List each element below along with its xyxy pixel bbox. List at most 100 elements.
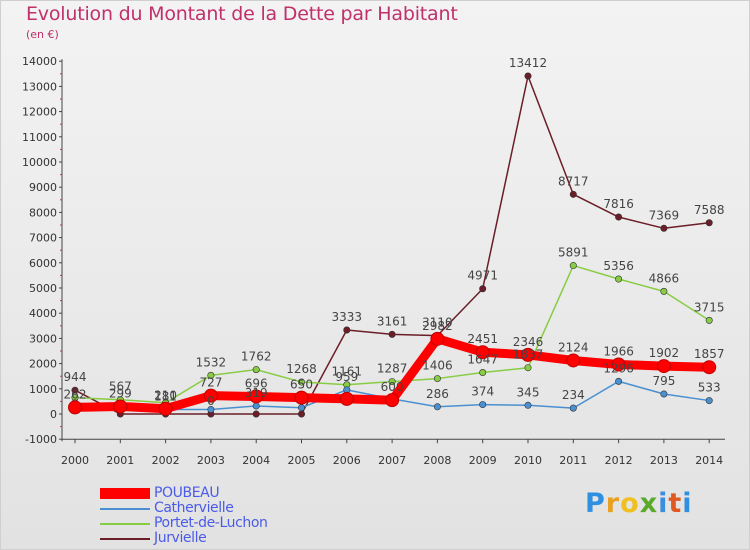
data-point-poubeau <box>656 359 671 374</box>
x-tick-label: 2002 <box>152 454 180 467</box>
data-label-cathervielle: 345 <box>517 385 540 399</box>
data-point-jurvielle <box>569 190 577 198</box>
x-tick-label: 2001 <box>106 454 134 467</box>
data-label-cathervielle: 533 <box>698 381 721 395</box>
data-label-poubeau: 1902 <box>649 346 680 360</box>
data-point-portet-de-luchon <box>479 368 487 376</box>
data-point-cathervielle <box>433 403 441 411</box>
data-label-poubeau: 1857 <box>694 347 725 361</box>
y-tick-label: 4000 <box>29 307 57 320</box>
x-tick-label: 2000 <box>61 454 89 467</box>
data-point-poubeau <box>203 388 218 403</box>
y-tick-label: 1000 <box>29 383 57 396</box>
legend-item-portet-de-luchon: Portet-de-Luchon <box>100 515 360 531</box>
data-label-poubeau: 2346 <box>513 335 544 349</box>
data-label-poubeau: 727 <box>199 376 222 390</box>
data-point-portet-de-luchon <box>524 364 532 372</box>
data-label-portet-de-luchon: 1287 <box>377 362 408 376</box>
data-label-portet-de-luchon: 567 <box>109 380 132 394</box>
data-label-poubeau: 262 <box>64 387 87 401</box>
legend-swatch-poubeau <box>100 488 150 499</box>
y-tick-label: 7000 <box>29 232 57 245</box>
x-tick-label: 2012 <box>605 454 633 467</box>
data-point-jurvielle <box>71 386 79 394</box>
data-label-cathervielle: 319 <box>245 386 268 400</box>
x-tick-label: 2004 <box>242 454 270 467</box>
data-point-jurvielle <box>343 326 351 334</box>
data-point-portet-de-luchon <box>569 262 577 270</box>
data-label-cathervielle: 795 <box>652 374 675 388</box>
data-label-cathervielle: 1296 <box>603 361 634 375</box>
data-point-cathervielle <box>479 401 487 409</box>
data-label-portet-de-luchon: 5356 <box>603 259 634 273</box>
data-point-poubeau <box>521 347 535 362</box>
legend-item-poubeau: POUBEAU <box>100 485 360 501</box>
data-label-jurvielle: 3110 <box>422 316 453 330</box>
x-tick-label: 2010 <box>514 454 542 467</box>
data-label-jurvielle: 7816 <box>603 197 634 211</box>
data-label-jurvielle: 7369 <box>649 208 680 222</box>
legend-item-jurvielle: Jurvielle <box>100 530 360 546</box>
data-point-poubeau <box>249 389 264 404</box>
data-label-cathervielle: 181 <box>154 389 177 403</box>
data-point-poubeau <box>158 401 173 416</box>
data-label-portet-de-luchon: 4866 <box>649 271 680 285</box>
data-point-poubeau <box>475 345 490 360</box>
y-tick-label: 5000 <box>29 282 57 295</box>
y-tick-label: 11000 <box>22 131 57 144</box>
data-point-poubeau <box>68 400 82 415</box>
data-label-cathervielle: 234 <box>562 388 585 402</box>
data-label-jurvielle: 7588 <box>694 203 725 217</box>
data-label-jurvielle: 944 <box>64 370 87 384</box>
x-tick-label: 2007 <box>378 454 406 467</box>
y-tick-label: 3000 <box>29 332 57 345</box>
data-label-jurvielle: 3161 <box>377 314 408 328</box>
y-tick-label: 14000 <box>22 55 57 68</box>
y-tick-label: 9000 <box>29 181 57 194</box>
y-tick-label: 12000 <box>22 106 57 119</box>
chart-legend: POUBEAU Cathervielle Portet-de-Luchon Ju… <box>100 485 360 546</box>
x-tick-label: 2014 <box>695 454 723 467</box>
data-point-jurvielle <box>297 410 305 418</box>
data-label-jurvielle: 4971 <box>467 269 498 283</box>
data-point-portet-de-luchon <box>705 316 713 324</box>
data-point-jurvielle <box>660 224 668 232</box>
x-tick-label: 2008 <box>423 454 451 467</box>
data-point-poubeau <box>113 399 128 414</box>
y-tick-label: 13000 <box>22 80 57 93</box>
legend-item-cathervielle: Cathervielle <box>100 500 360 516</box>
chart-unit-label: (en €) <box>26 28 59 41</box>
y-tick-label: 10000 <box>22 156 57 169</box>
data-point-portet-de-luchon <box>660 287 668 295</box>
data-label-poubeau: 2451 <box>467 332 498 346</box>
data-label-poubeau: 210 <box>154 389 177 403</box>
chart-title: Evolution du Montant de la Dette par Hab… <box>26 3 458 25</box>
data-point-cathervielle <box>207 405 215 413</box>
data-point-portet-de-luchon <box>297 378 305 386</box>
data-point-portet-de-luchon <box>433 375 441 383</box>
data-point-cathervielle <box>705 397 713 405</box>
data-point-jurvielle <box>388 330 396 338</box>
data-label-poubeau: 2124 <box>558 340 589 354</box>
data-point-cathervielle <box>569 404 577 412</box>
data-point-poubeau <box>566 353 581 368</box>
data-label-poubeau: 299 <box>109 386 132 400</box>
legend-swatch-cathervielle <box>100 508 150 510</box>
data-point-poubeau <box>339 391 354 406</box>
data-label-portet-de-luchon: 5891 <box>558 246 589 260</box>
data-label-portet-de-luchon: 1161 <box>332 365 363 379</box>
data-point-jurvielle <box>705 219 713 227</box>
data-point-jurvielle <box>524 72 532 80</box>
legend-label-poubeau: POUBEAU <box>154 485 220 501</box>
data-point-poubeau <box>294 390 309 405</box>
data-label-poubeau: 1966 <box>603 344 634 358</box>
data-point-cathervielle <box>297 404 305 412</box>
x-tick-label: 2013 <box>650 454 678 467</box>
data-point-jurvielle <box>252 410 260 418</box>
x-tick-label: 2003 <box>197 454 225 467</box>
data-point-portet-de-luchon <box>207 371 215 379</box>
data-label-poubeau: 2982 <box>422 319 453 333</box>
x-tick-label: 2009 <box>469 454 497 467</box>
data-label-portet-de-luchon: 1762 <box>241 350 272 364</box>
data-point-portet-de-luchon <box>252 366 260 374</box>
